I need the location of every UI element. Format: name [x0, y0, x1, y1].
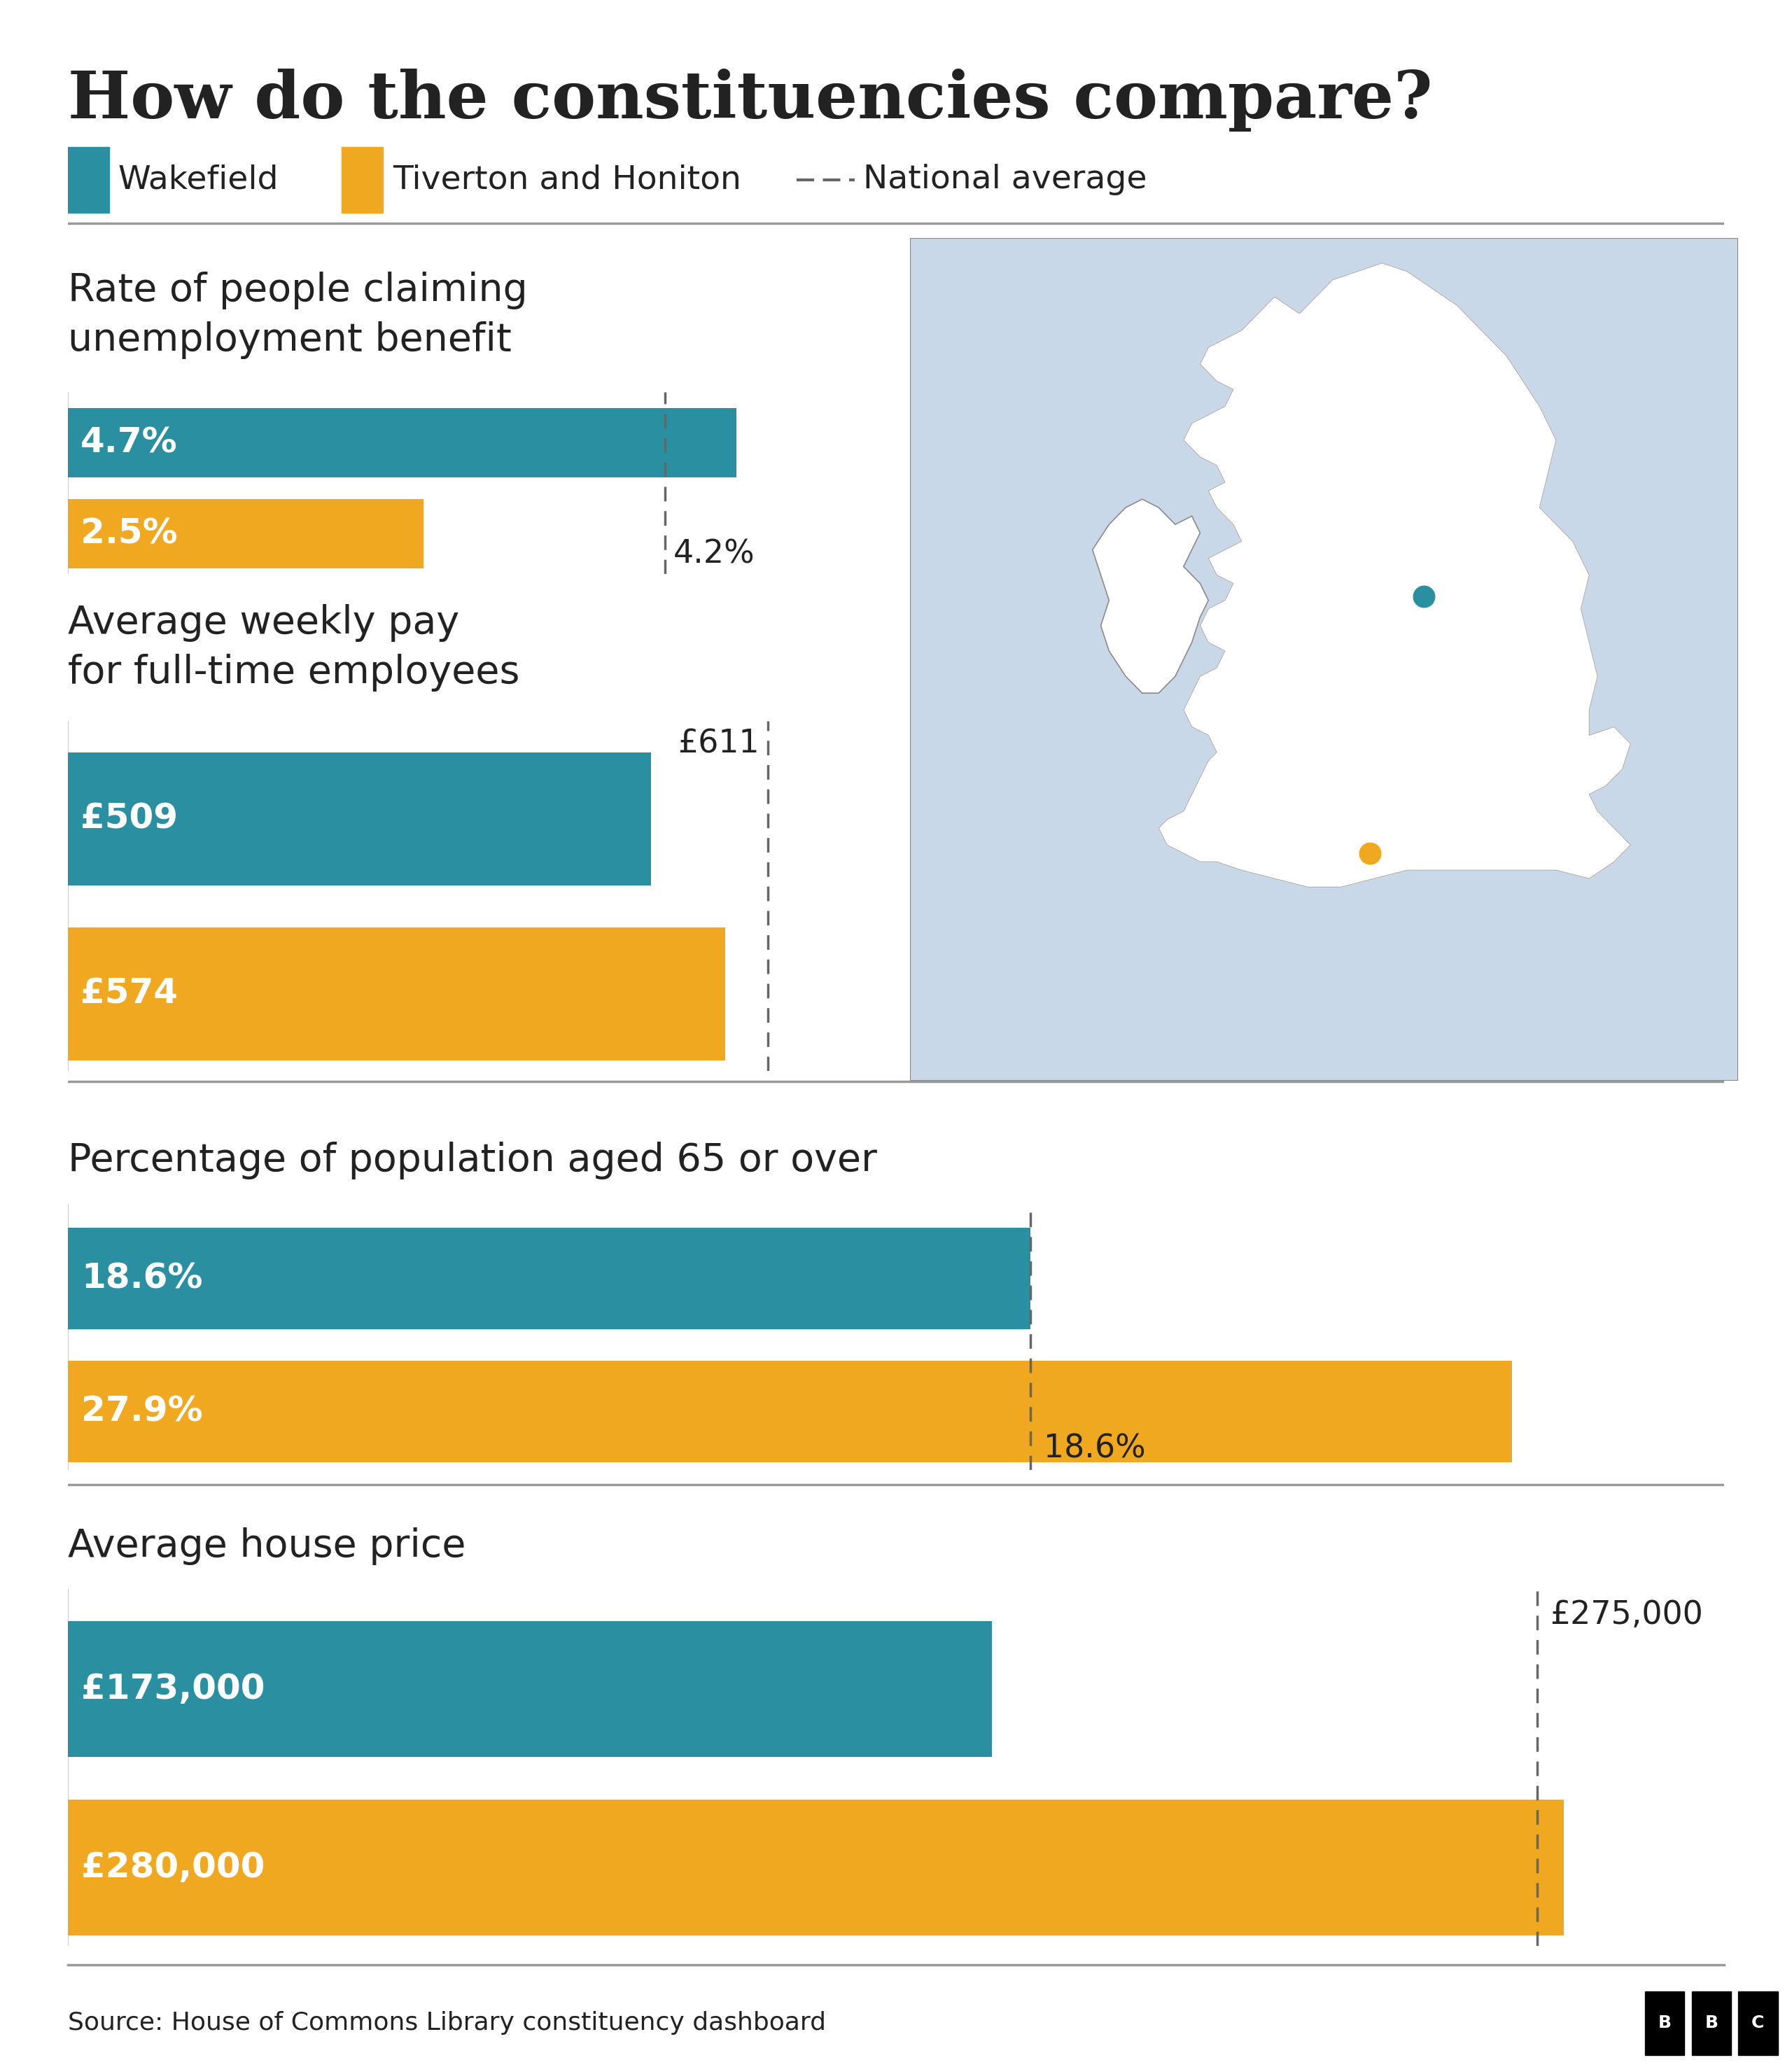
Polygon shape: [1159, 263, 1631, 887]
Text: 2.5%: 2.5%: [81, 517, 177, 550]
Text: 4.2%: 4.2%: [674, 539, 754, 570]
Text: £611: £611: [677, 728, 760, 759]
Text: Tiverton and Honiton: Tiverton and Honiton: [392, 163, 742, 196]
Text: National average: National average: [864, 163, 1147, 196]
Text: How do the constituencies compare?: How do the constituencies compare?: [68, 68, 1434, 132]
Text: Average house price: Average house price: [68, 1528, 466, 1565]
Bar: [1692, 1991, 1731, 2055]
Text: Rate of people claiming
unemployment benefit: Rate of people claiming unemployment ben…: [68, 271, 529, 360]
Bar: [68, 928, 726, 1060]
Bar: [68, 147, 109, 213]
Bar: [68, 1800, 1564, 1935]
Bar: [1645, 1991, 1684, 2055]
Text: Percentage of population aged 65 or over: Percentage of population aged 65 or over: [68, 1141, 878, 1180]
Text: 18.6%: 18.6%: [81, 1261, 202, 1296]
Text: £574: £574: [81, 978, 177, 1011]
Bar: [68, 500, 423, 568]
Text: 27.9%: 27.9%: [81, 1395, 202, 1428]
Bar: [68, 1621, 993, 1757]
Text: C: C: [1751, 2015, 1765, 2032]
Text: 18.6%: 18.6%: [1043, 1432, 1145, 1466]
Bar: [68, 409, 737, 477]
Text: £275,000: £275,000: [1550, 1600, 1704, 1631]
Text: 4.7%: 4.7%: [81, 426, 177, 459]
Bar: [340, 147, 383, 213]
Bar: [68, 1228, 1030, 1329]
Text: B: B: [1658, 2015, 1672, 2032]
Text: £280,000: £280,000: [81, 1850, 265, 1885]
Polygon shape: [1093, 498, 1208, 692]
Bar: [68, 752, 650, 885]
Bar: [68, 1360, 1512, 1461]
Text: Source: House of Commons Library constituency dashboard: Source: House of Commons Library constit…: [68, 2011, 826, 2034]
Text: B: B: [1704, 2015, 1719, 2032]
Text: Average weekly pay
for full-time employees: Average weekly pay for full-time employe…: [68, 604, 520, 692]
Text: £173,000: £173,000: [81, 1672, 265, 1705]
Text: £509: £509: [81, 802, 177, 835]
Text: Wakefield: Wakefield: [118, 163, 278, 196]
Bar: [1738, 1991, 1778, 2055]
